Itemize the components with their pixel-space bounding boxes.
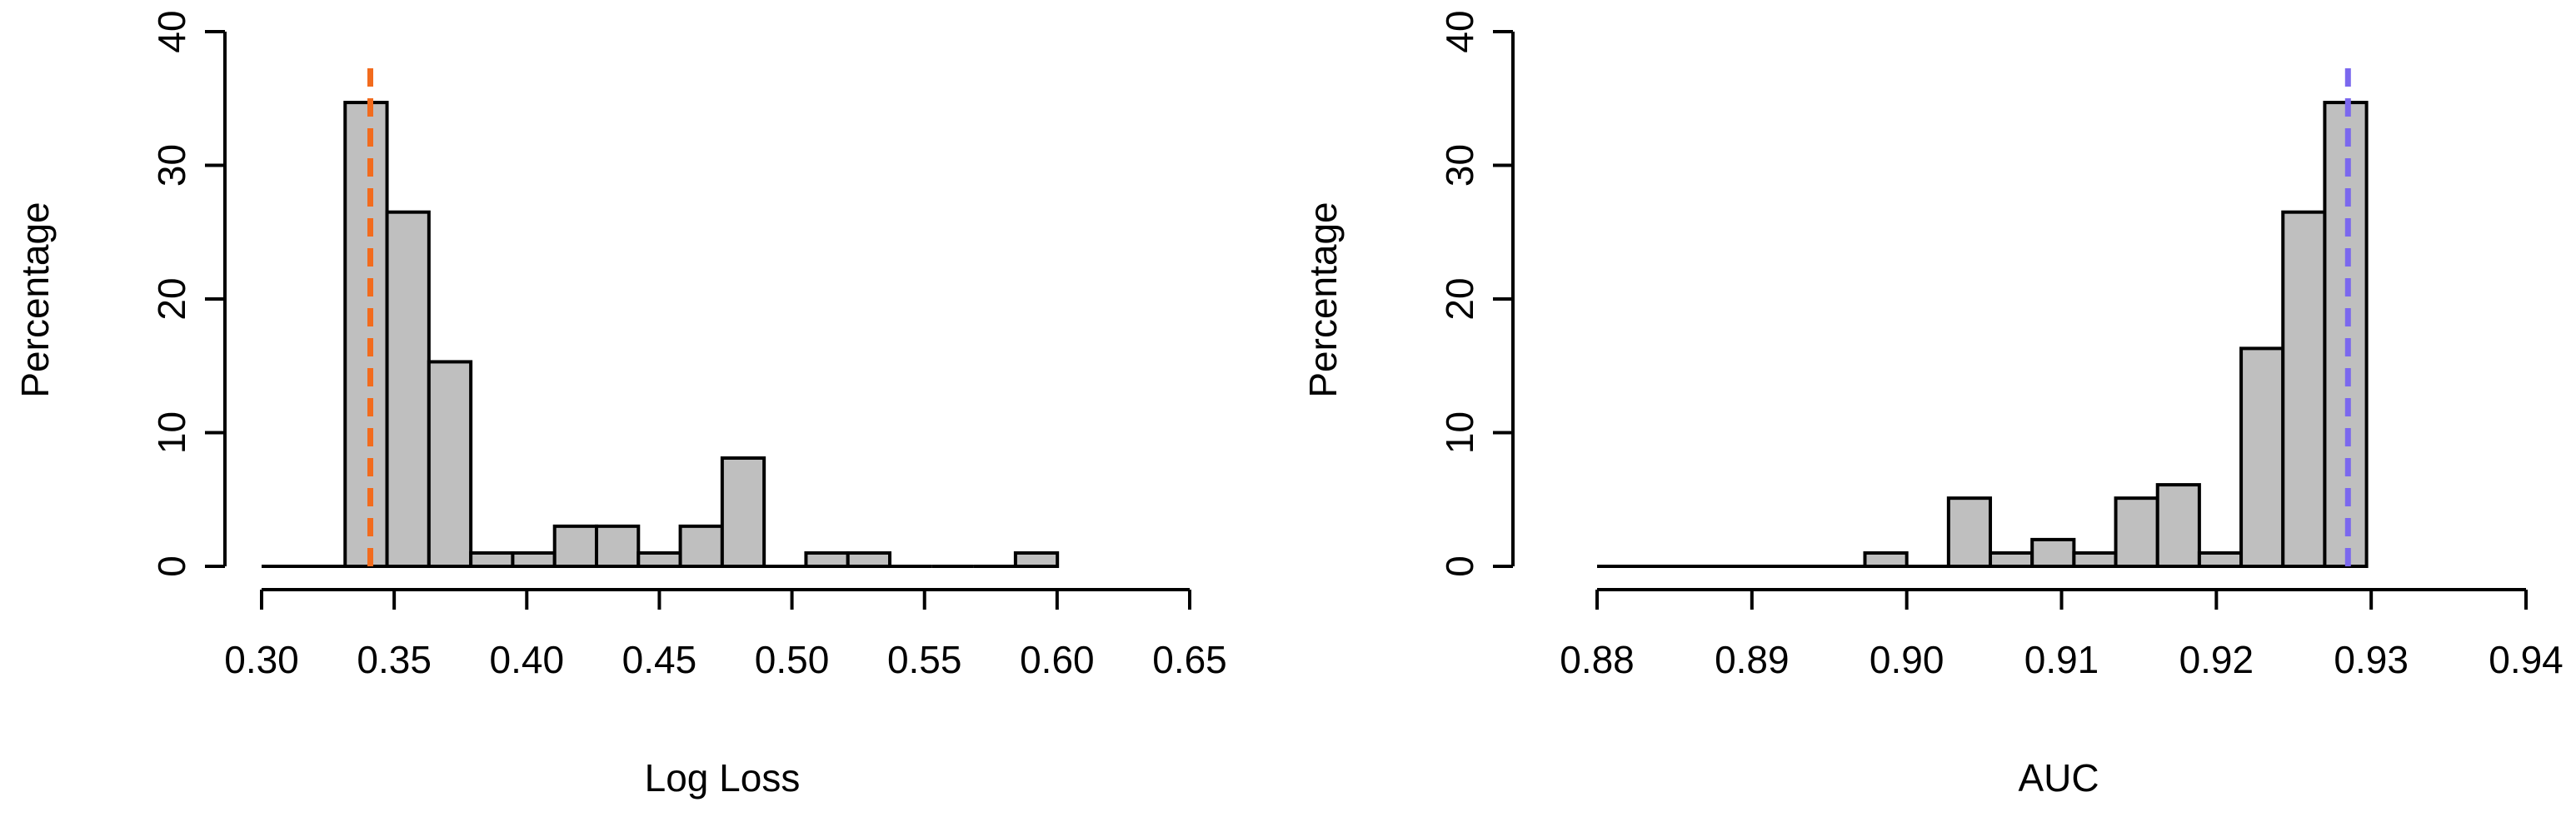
histogram-bar: [1013, 550, 1060, 569]
histogram-bar: [2239, 346, 2285, 568]
x-axis-title: AUC: [2018, 756, 2099, 800]
x-tick-label: 0.30: [224, 638, 299, 681]
histogram-bar: [804, 550, 850, 569]
y-tick-label: 20: [1438, 277, 1481, 320]
histogram-bar: [2114, 496, 2159, 569]
histogram-bar: [511, 550, 557, 569]
histogram-bar: [1989, 550, 2034, 569]
x-tick-label: 0.88: [1560, 638, 1635, 681]
y-tick-label: 30: [1438, 144, 1481, 187]
x-tick-label: 0.94: [2489, 638, 2564, 681]
x-tick-label: 0.91: [2024, 638, 2099, 681]
histogram-bar: [2281, 210, 2327, 569]
y-axis-title: Percentage: [13, 202, 57, 397]
y-tick-label: 0: [1438, 555, 1481, 577]
x-tick-label: 0.40: [490, 638, 565, 681]
x-tick-label: 0.45: [622, 638, 697, 681]
y-tick-label: 10: [1438, 411, 1481, 454]
histogram-bar: [846, 550, 892, 569]
histogram-bar: [678, 524, 724, 568]
x-tick-label: 0.50: [755, 638, 830, 681]
y-tick-label: 0: [150, 555, 193, 577]
auc-histogram: AUC Percentage 0 10 20 30 40 0.88 0.89 0.90 0.91…: [1288, 0, 2576, 817]
histogram-bar: [552, 524, 598, 568]
histogram-bar: [720, 456, 766, 568]
histogram-bar: [2072, 550, 2118, 569]
y-tick-label: 30: [150, 144, 193, 187]
x-tick-label: 0.90: [1870, 638, 1944, 681]
x-axis-title: Log Loss: [645, 756, 801, 800]
y-tick-label: 20: [150, 277, 193, 320]
histogram-bar: [427, 360, 473, 568]
y-axis-title: Percentage: [1301, 202, 1345, 397]
x-tick-label: 0.92: [2179, 638, 2254, 681]
log-loss-histogram: Log Loss Percentage 0 10 20 30 40 0.30 0.35 0.4…: [13, 10, 1227, 800]
histogram-bar: [385, 210, 431, 569]
y-tick-label: 40: [150, 10, 193, 52]
x-tick-label: 0.89: [1715, 638, 1790, 681]
histogram-bar: [469, 550, 515, 569]
histogram-bar: [637, 550, 682, 569]
histogram-bar: [594, 524, 641, 568]
x-tick-label: 0.65: [1152, 638, 1227, 681]
histogram-bar: [2197, 550, 2244, 569]
log-loss-histogram-svg: Log Loss Percentage 0 10 20 30 40 0.30 0.35 0.4…: [13, 10, 1227, 800]
y-tick-label: 40: [1438, 10, 1481, 52]
x-tick-label: 0.55: [887, 638, 962, 681]
histogram-bar: [1946, 496, 1993, 569]
histogram-bar: [343, 101, 389, 568]
x-tick-label: 0.35: [357, 638, 432, 681]
x-tick-label: 0.93: [2334, 638, 2409, 681]
y-tick-label: 10: [150, 411, 193, 454]
auc-histogram-svg: AUC Percentage 0 10 20 30 40 0.88 0.89 0.90 0.91…: [1301, 10, 2564, 800]
x-tick-label: 0.60: [1020, 638, 1095, 681]
histogram-bar: [2030, 537, 2076, 569]
histogram-bar: [2155, 483, 2201, 568]
histogram-bar: [1863, 550, 1909, 569]
